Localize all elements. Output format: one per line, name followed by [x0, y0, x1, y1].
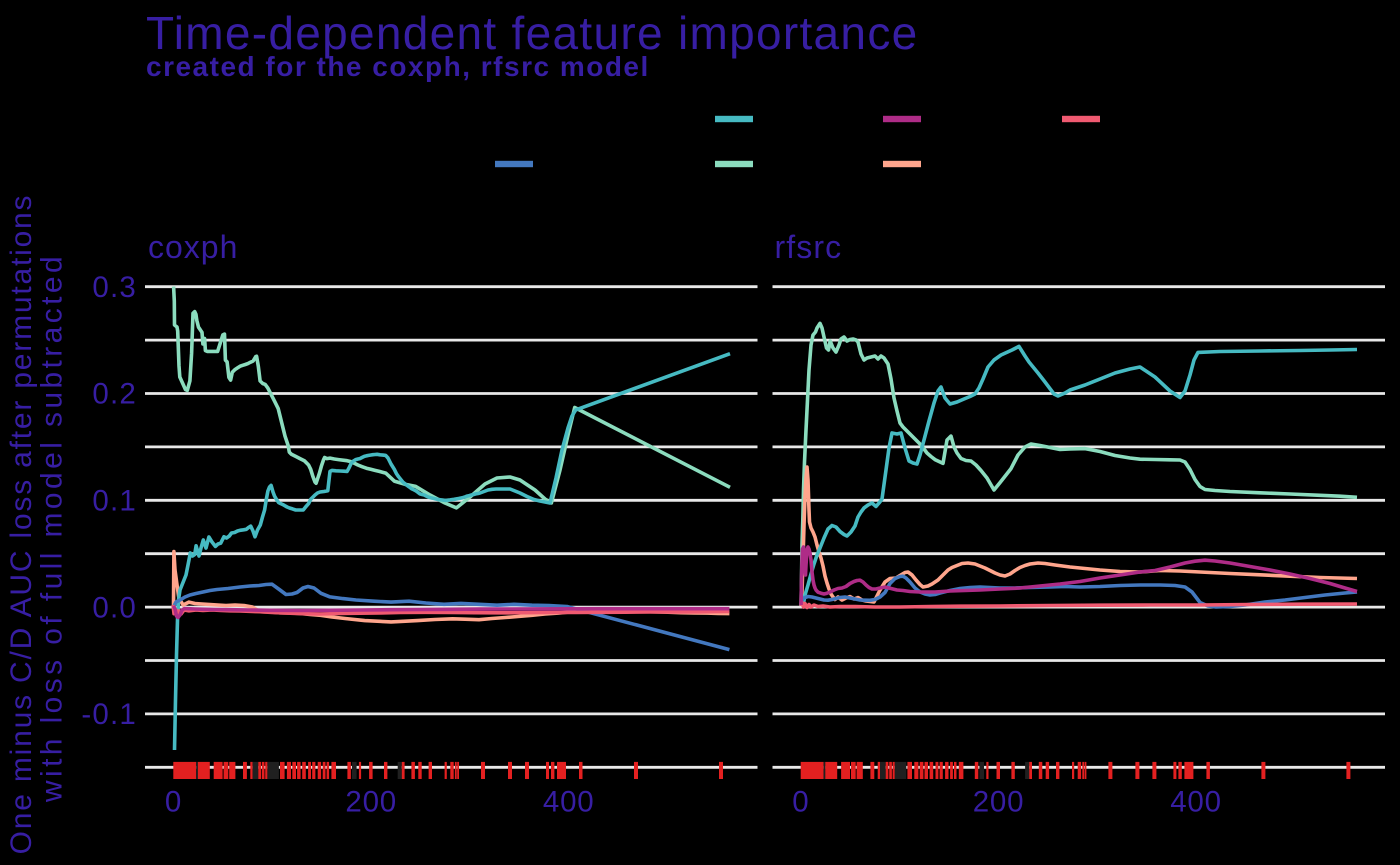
svg-text:0.0: 0.0 [92, 591, 137, 624]
svg-text:Time-dependent feature importa: Time-dependent feature importance [146, 7, 919, 59]
svg-text:0: 0 [792, 786, 809, 819]
svg-text:with loss of full model subtra: with loss of full model subtracted [36, 253, 69, 803]
svg-text:200: 200 [973, 786, 1025, 819]
svg-text:400: 400 [543, 786, 595, 819]
svg-text:-0.1: -0.1 [81, 698, 137, 731]
svg-text:0.3: 0.3 [92, 271, 137, 304]
svg-text:rfsrc: rfsrc [775, 229, 843, 265]
svg-text:coxph: coxph [148, 229, 238, 265]
svg-text:0.2: 0.2 [92, 378, 137, 411]
svg-text:0.1: 0.1 [92, 485, 137, 518]
svg-text:created for the coxph, rfsrc m: created for the coxph, rfsrc model [146, 51, 650, 82]
svg-text:One minus C/D AUC loss after p: One minus C/D AUC loss after permutation… [5, 194, 38, 855]
svg-text:0: 0 [165, 786, 182, 819]
svg-text:200: 200 [345, 786, 397, 819]
svg-text:400: 400 [1170, 786, 1222, 819]
